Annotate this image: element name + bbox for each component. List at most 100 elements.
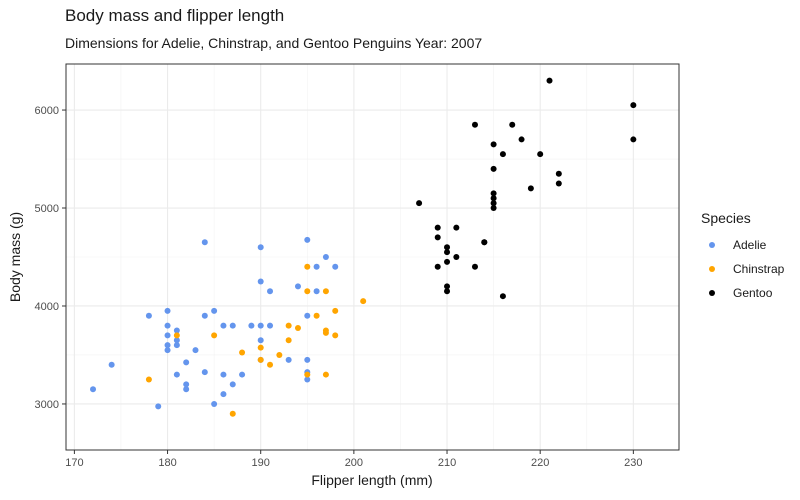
legend: Species Adelie Chinstrap Gentoo [701,210,785,300]
data-point-gentoo [527,185,534,192]
data-point-adelie [183,386,190,393]
data-point-adelie [304,356,311,363]
data-point-gentoo [490,195,497,202]
data-point-chinstrap [267,361,274,368]
data-point-chinstrap [304,263,311,270]
data-point-chinstrap [360,298,367,305]
x-axis-title: Flipper length (mm) [311,472,432,488]
data-point-adelie [267,288,274,295]
data-point-gentoo [490,190,497,197]
data-point-adelie [201,312,208,319]
data-point-gentoo [490,165,497,172]
data-point-gentoo [499,151,506,158]
data-point-chinstrap [332,332,339,339]
data-point-gentoo [509,121,516,128]
data-point-chinstrap [285,337,292,344]
data-point-adelie [239,371,246,378]
y-tick-label: 3000 [35,399,59,411]
data-point-chinstrap [304,371,311,378]
data-point-adelie [145,312,152,319]
data-point-adelie [220,322,227,329]
x-tick-label: 200 [345,457,363,469]
data-point-gentoo [499,293,506,300]
data-point-gentoo [444,283,451,290]
data-point-gentoo [444,258,451,265]
data-point-chinstrap [304,288,311,295]
x-tick-label: 180 [158,457,176,469]
x-tick-label: 190 [252,457,270,469]
data-point-chinstrap [322,329,329,336]
x-axis-ticks: 170 180 190 200 210 220 230 [65,450,643,469]
data-point-gentoo [555,170,562,177]
data-point-adelie [313,288,320,295]
data-point-gentoo [453,254,460,260]
data-point-adelie [220,391,227,398]
x-tick-label: 170 [65,457,83,469]
data-point-adelie [173,337,180,344]
data-point-adelie [257,278,264,285]
data-point-chinstrap [211,332,218,339]
data-point-adelie [285,356,292,363]
data-point-chinstrap [229,410,236,417]
data-point-adelie [211,307,218,314]
data-point-gentoo [490,205,497,212]
data-point-gentoo [444,249,451,256]
data-point-gentoo [453,224,460,231]
data-point-adelie [173,327,180,334]
legend-key-chinstrap [709,266,715,272]
data-point-adelie [164,322,171,329]
data-point-chinstrap [322,371,329,378]
data-point-adelie [332,263,339,270]
x-tick-label: 210 [438,457,456,469]
data-point-gentoo [555,180,562,187]
legend-label: Adelie [733,238,767,252]
data-point-adelie [201,369,208,376]
data-point-gentoo [434,224,441,231]
data-point-adelie [304,376,311,383]
data-point-adelie [229,322,236,329]
data-point-gentoo [416,200,423,207]
data-point-adelie [304,236,311,243]
data-point-adelie [164,307,171,314]
legend-key-adelie [709,242,715,248]
data-point-gentoo [546,77,553,84]
y-axis-ticks: 3000 4000 5000 6000 [35,105,66,411]
data-point-adelie [267,322,274,329]
legend-title: Species [701,210,751,226]
data-point-chinstrap [173,332,180,339]
data-point-chinstrap [239,349,246,356]
data-point-chinstrap [257,356,264,363]
data-point-adelie [220,371,227,378]
chart-title: Body mass and flipper length [65,6,285,25]
data-point-adelie [164,347,171,354]
y-axis-title: Body mass (g) [7,212,23,302]
data-point-adelie [257,337,264,344]
y-tick-label: 4000 [35,301,59,313]
data-point-gentoo [434,234,441,241]
data-point-chinstrap [257,344,264,351]
data-point-adelie [108,361,115,368]
data-point-gentoo [518,136,525,143]
data-point-adelie [248,322,255,329]
data-point-chinstrap [276,351,283,358]
data-point-chinstrap [145,376,152,383]
data-point-chinstrap [332,307,339,314]
legend-key-gentoo [709,290,715,296]
data-point-adelie [155,403,162,410]
x-tick-label: 230 [624,457,642,469]
data-point-adelie [164,332,171,339]
data-point-adelie [304,312,311,319]
data-point-chinstrap [313,312,320,319]
legend-label: Chinstrap [733,262,785,276]
plot-panel-border [65,63,680,451]
data-point-gentoo [630,136,637,143]
data-point-adelie [164,342,171,349]
data-point-gentoo [444,288,451,295]
data-point-adelie [201,239,208,246]
data-point-gentoo [490,200,497,207]
data-point-adelie [173,371,180,378]
data-point-adelie [192,347,199,354]
data-point-adelie [257,322,264,329]
data-point-gentoo [471,121,478,128]
